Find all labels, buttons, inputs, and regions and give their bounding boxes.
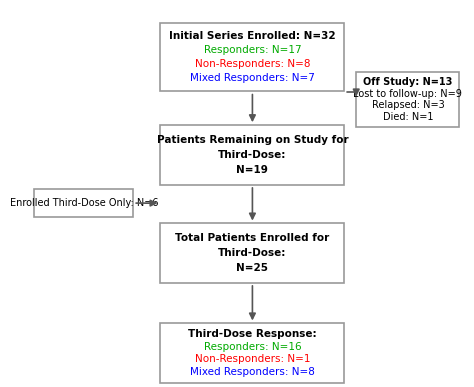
Text: Lost to follow-up: N=9: Lost to follow-up: N=9 [354, 89, 462, 99]
Text: Off Study: N=13: Off Study: N=13 [363, 77, 453, 87]
Text: Non-Responders: N=1: Non-Responders: N=1 [195, 354, 310, 364]
Text: Total Patients Enrolled for: Total Patients Enrolled for [175, 233, 329, 243]
Text: Enrolled Third-Dose Only: N=6: Enrolled Third-Dose Only: N=6 [9, 198, 158, 208]
Text: Relapsed: N=3: Relapsed: N=3 [372, 100, 444, 110]
Text: N=19: N=19 [237, 165, 268, 175]
Text: Patients Remaining on Study for: Patients Remaining on Study for [156, 135, 348, 146]
Text: Responders: N=16: Responders: N=16 [204, 342, 301, 352]
FancyBboxPatch shape [160, 323, 345, 383]
Text: Mixed Responders: N=7: Mixed Responders: N=7 [190, 73, 315, 83]
Text: N=25: N=25 [237, 263, 268, 273]
FancyBboxPatch shape [160, 125, 345, 185]
FancyBboxPatch shape [35, 189, 133, 217]
Text: Died: N=1: Died: N=1 [383, 112, 433, 122]
FancyBboxPatch shape [356, 72, 459, 127]
Text: Non-Responders: N=8: Non-Responders: N=8 [195, 59, 310, 69]
Text: Third-Dose:: Third-Dose: [218, 150, 287, 160]
Text: Mixed Responders: N=8: Mixed Responders: N=8 [190, 366, 315, 377]
Text: Initial Series Enrolled: N=32: Initial Series Enrolled: N=32 [169, 31, 336, 41]
Text: Third-Dose:: Third-Dose: [218, 248, 287, 258]
FancyBboxPatch shape [160, 24, 345, 91]
FancyBboxPatch shape [160, 223, 345, 283]
Text: Third-Dose Response:: Third-Dose Response: [188, 329, 317, 339]
Text: Responders: N=17: Responders: N=17 [204, 45, 301, 55]
